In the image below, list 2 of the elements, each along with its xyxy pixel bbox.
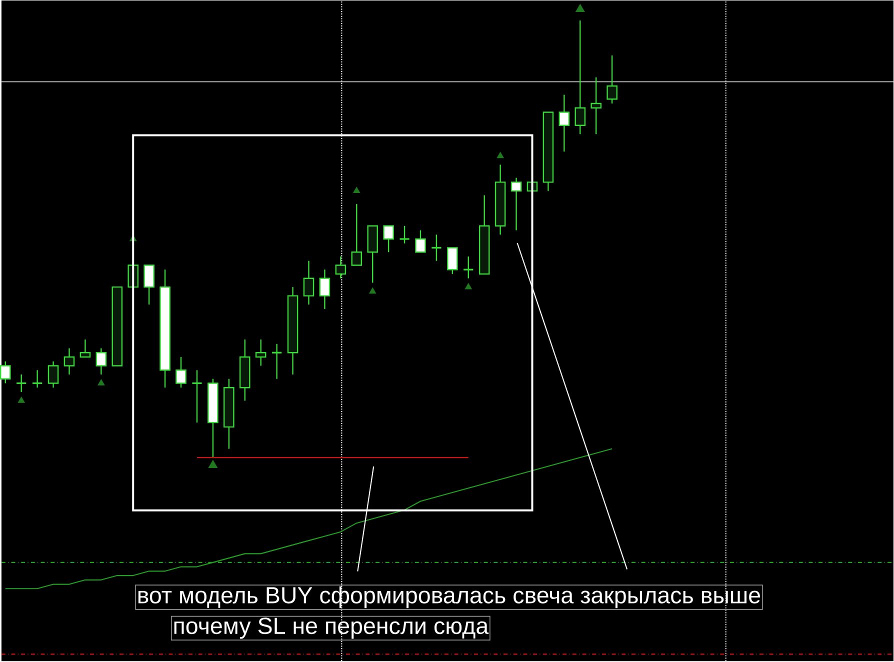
text: вот модель BUY сформировалась свеча закрылась выше [138,586,760,608]
text: почему SL не перенсли сюда [174,618,489,639]
